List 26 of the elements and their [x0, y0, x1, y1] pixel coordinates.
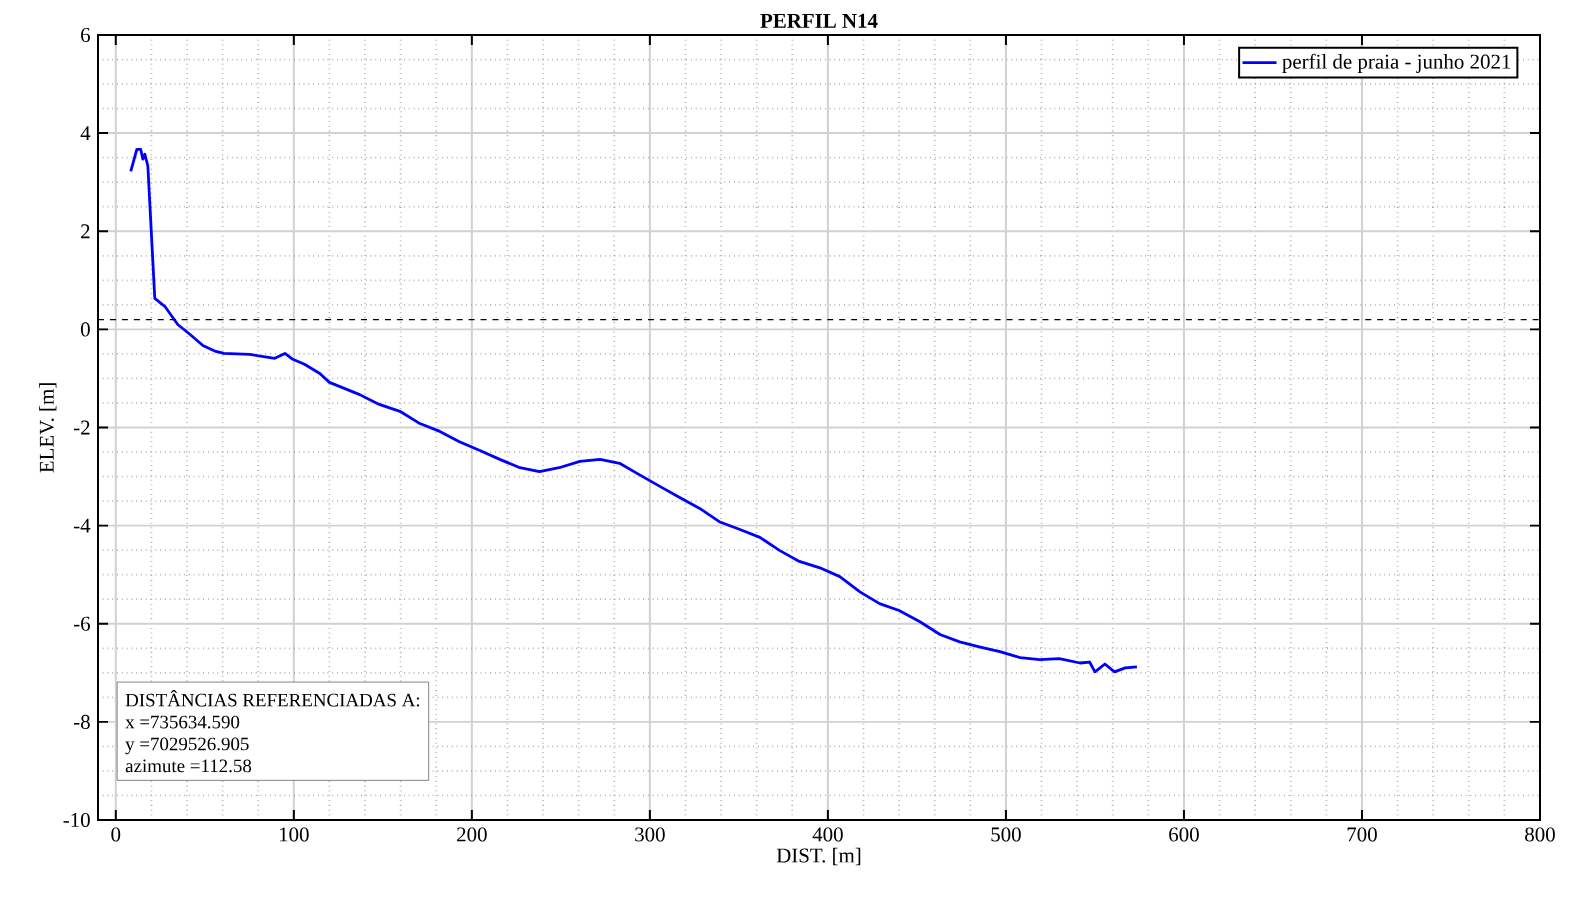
annotation: DISTÂNCIAS REFERENCIADAS A:	[125, 690, 420, 707]
y-tick-label: -10	[63, 812, 90, 828]
y-tick-label: 4	[80, 126, 91, 141]
x-tick-label: 500	[991, 827, 1021, 842]
chart-title: PERFIL N14	[760, 13, 878, 28]
y-tick-label: -4	[73, 518, 91, 533]
x-tick-label: 700	[1347, 827, 1377, 842]
y-tick-label: 2	[81, 224, 90, 239]
legend-label: perfil de praia - junho 2021	[1282, 53, 1511, 73]
x-tick-label: 0	[111, 827, 121, 842]
annotation: y =7029526.905	[125, 737, 249, 755]
y-tick-label: -2	[73, 420, 90, 435]
x-tick-label: 200	[457, 827, 487, 842]
annotation: x =735634.590	[125, 715, 240, 729]
y-axis-title: ELEV. [m]	[39, 383, 57, 473]
x-tick-label: 100	[279, 827, 309, 842]
y-tick-label: 0	[80, 322, 90, 337]
y-tick-label: 6	[81, 27, 91, 43]
x-tick-label: 400	[812, 827, 843, 842]
x-tick-label: 300	[635, 827, 665, 842]
x-tick-label: 600	[1169, 827, 1199, 842]
y-tick-label: -8	[73, 714, 90, 729]
annotation: azimute =112.58	[125, 759, 252, 773]
y-tick-label: -6	[73, 616, 91, 631]
x-axis-title: DIST. [m]	[776, 847, 861, 866]
x-tick-label: 800	[1525, 827, 1555, 842]
